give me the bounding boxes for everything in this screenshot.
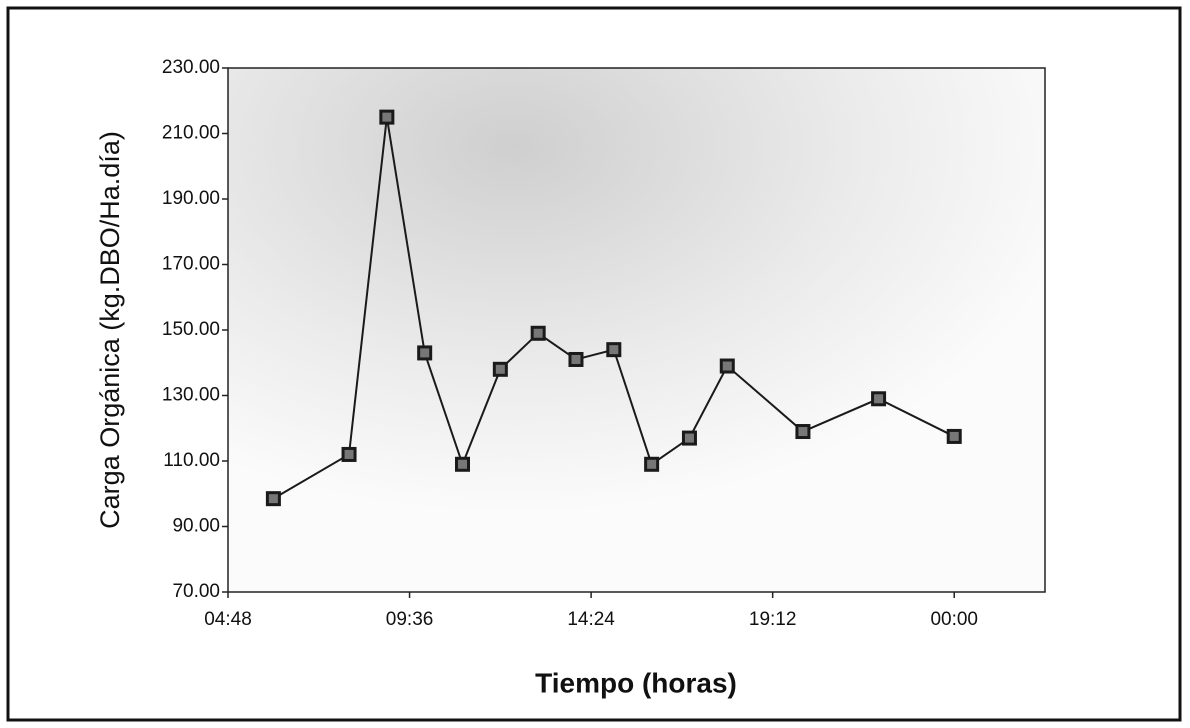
marker (568, 351, 584, 367)
marker (492, 361, 508, 377)
x-tick-label: 19:12 (749, 609, 797, 630)
marker (606, 342, 622, 358)
x-tick-label: 09:36 (386, 609, 434, 630)
marker (719, 358, 735, 374)
y-tick-label: 70.00 (172, 581, 220, 602)
marker (265, 491, 281, 507)
y-tick-label: 90.00 (172, 516, 220, 537)
marker (871, 391, 887, 407)
x-tick-label: 04:48 (204, 609, 252, 630)
marker (644, 456, 660, 472)
marker (341, 446, 357, 462)
y-tick-label: 230.00 (162, 57, 220, 78)
marker (417, 345, 433, 361)
y-tick-label: 210.00 (162, 123, 220, 144)
frame (6, 6, 1182, 722)
marker (530, 325, 546, 341)
y-tick-label: 150.00 (162, 319, 220, 340)
marker (795, 424, 811, 440)
y-tick-label: 110.00 (163, 450, 220, 471)
y-tick-label: 170.00 (162, 254, 220, 275)
plot-area (227, 67, 1046, 593)
x-tick-label: 00:00 (930, 609, 978, 630)
y-axis-title: Carga Orgánica (kg.DBO/Ha.día) (95, 131, 125, 529)
marker (681, 430, 697, 446)
y-tick-label: 130.00 (162, 385, 220, 406)
x-tick-label: 14:24 (567, 609, 615, 630)
marker (946, 428, 962, 444)
x-axis-title: Tiempo (horas) (535, 667, 737, 698)
marker (455, 456, 471, 472)
marker (379, 109, 395, 125)
y-tick-label: 190.00 (162, 188, 220, 209)
